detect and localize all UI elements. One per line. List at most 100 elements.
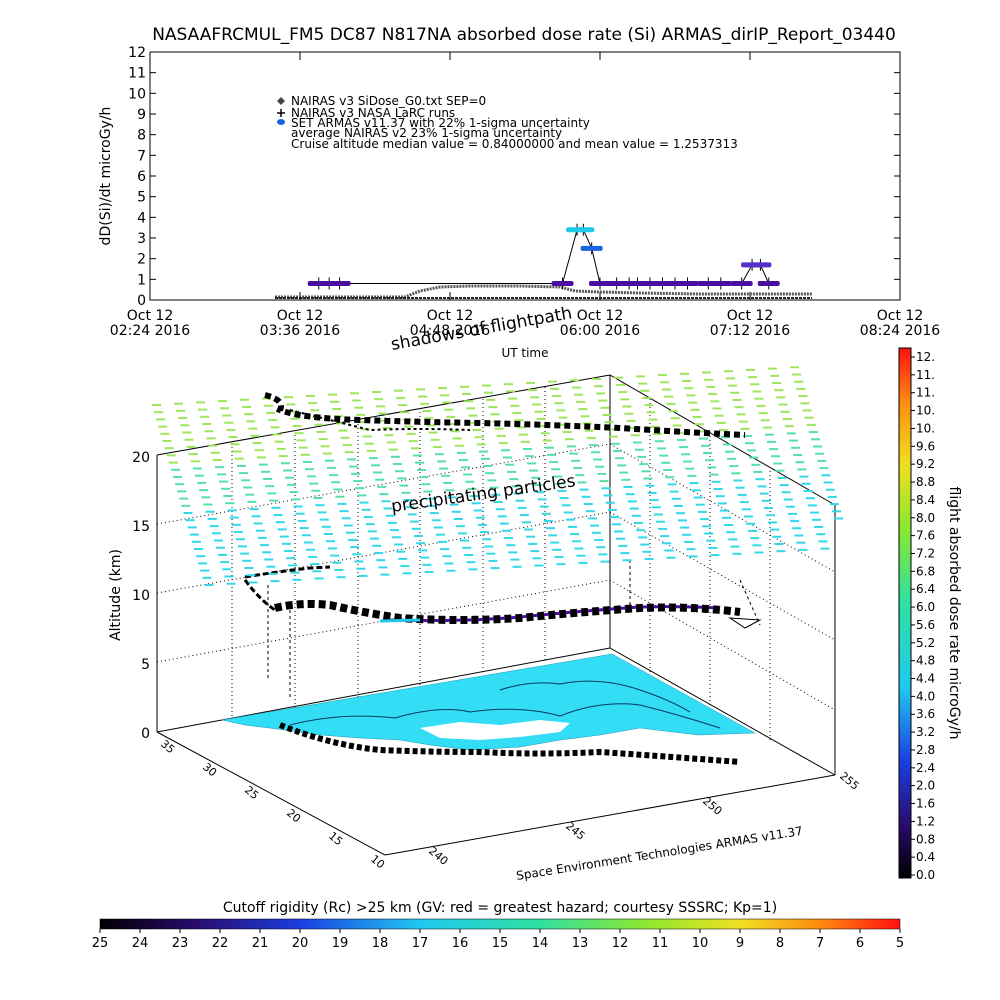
x-tick-label: 03:36 2016	[260, 323, 341, 339]
colorbar-tick-label: 25	[92, 936, 109, 951]
legend-item-nairas-v3: NAIRAS v3 SiDose_G0.txt SEP=0	[277, 94, 486, 108]
x-tick-label: 04:48 2016	[410, 323, 491, 339]
colorbar-tick-label: 11.	[916, 368, 935, 382]
plus-marker-icon	[277, 109, 285, 117]
colorbar-tick-label: 0.4	[916, 850, 935, 864]
colorbar-tick-label: 6.8	[916, 564, 935, 578]
aircraft-marker-icon	[728, 617, 762, 629]
surface-coastline	[289, 703, 721, 729]
colorbar-tick-label: 8.8	[916, 475, 935, 489]
y-tick-label: 7	[137, 148, 146, 164]
armas-point	[730, 280, 753, 286]
colorbar-tick-label: 2.8	[916, 743, 935, 757]
top-shadow-track	[264, 392, 746, 438]
colorbar-tick-label: 22	[212, 936, 229, 951]
cutoff-rigidity-title: Cutoff rigidity (Rc) >25 km (GV: red = g…	[223, 900, 777, 916]
longitude-tick-label: 240	[426, 844, 450, 867]
flight-track-main	[274, 600, 741, 624]
y-tick-label: 0	[137, 293, 146, 309]
flight-track-black	[243, 565, 331, 612]
colorbar-tick-label: 23	[172, 936, 189, 951]
x-tick-label: 02:24 2016	[110, 323, 191, 339]
dose-rate-colorbar-ticks: 12. 11. 11. 10. 10. 9.6 9.2 8.8 8.4 8.0 7.6 7.2 6.8 6…	[911, 350, 935, 882]
legend-item-nairas-larc: NAIRAS v3 NASA LaRC runs	[277, 106, 455, 120]
surface-map	[221, 653, 756, 765]
altitude-ticks: 0 5 10 15 20	[132, 450, 150, 742]
nairas-model-trace	[275, 284, 812, 299]
colorbar-tick-label: 17	[412, 936, 429, 951]
timeseries-legend: NAIRAS v3 SiDose_G0.txt SEP=0 NAIRAS v3 …	[277, 94, 738, 151]
three-d-box	[156, 374, 836, 856]
colorbar-tick-label: 11.	[916, 386, 935, 400]
latitude-tick-label: 35	[158, 737, 177, 756]
colorbar-tick-label: 16	[452, 936, 469, 951]
flight-track-cyan	[379, 618, 421, 623]
x-tick-label: Oct 12	[127, 308, 173, 324]
colorbar-tick-label: 12	[612, 936, 629, 951]
colorbar-tick-label: 19	[332, 936, 349, 951]
particle-layer	[152, 366, 844, 586]
y-tick-label: 4	[137, 210, 146, 226]
armas-point	[749, 262, 772, 268]
colorbar-tick-label: 8	[776, 936, 784, 951]
dose-rate-colorbar: 12. 11. 11. 10. 10. 9.6 9.2 8.8 8.4 8.0 7.6 7.2 6.8 6…	[898, 347, 962, 882]
armas-point	[580, 245, 603, 251]
armas-point	[676, 280, 699, 286]
three-d-plot: shadows of flightpath precipitating part…	[108, 303, 862, 883]
colorbar-tick-label: 0.0	[916, 868, 935, 882]
colorbar-tick-label: 2.0	[916, 779, 935, 793]
legend-label: NAIRAS v3 SiDose_G0.txt SEP=0	[291, 94, 486, 108]
colorbar-tick-label: 3.6	[916, 707, 935, 721]
armas-series	[307, 223, 780, 290]
armas-point	[328, 280, 351, 286]
colorbar-tick-label: 9	[736, 936, 744, 951]
surface-shadow-track	[278, 722, 741, 765]
colorbar-tick-label: 11	[652, 936, 669, 951]
cutoff-rigidity-colorbar: Cutoff rigidity (Rc) >25 km (GV: red = g…	[92, 900, 904, 951]
legend-label: NAIRAS v3 NASA LaRC runs	[291, 106, 455, 120]
armas-point	[757, 280, 780, 286]
dot-marker-icon	[277, 119, 285, 125]
y-tick-label: 9	[137, 107, 146, 123]
x-tick-label: Oct 12	[277, 308, 323, 324]
altitude-label: Altitude (km)	[108, 549, 124, 641]
colorbar-tick-label: 10	[692, 936, 709, 951]
colorbar-tick-label: 4.8	[916, 654, 935, 668]
legend-item-armas: SET ARMAS v11.37 with 22% 1-sigma uncert…	[277, 116, 590, 130]
x-tick-label: Oct 12	[727, 308, 773, 324]
colorbar-tick-label: 7	[816, 936, 824, 951]
armas-point	[572, 227, 595, 233]
x-tick-label: 08:24 2016	[860, 323, 941, 339]
armas-point	[709, 280, 732, 286]
longitude-tick-label: 255	[837, 769, 861, 792]
colorbar-tick-label: 18	[372, 936, 389, 951]
colorbar-tick-label: 7.6	[916, 529, 935, 543]
x-tick-label: 06:00 2016	[560, 323, 641, 339]
colorbar-tick-label: 5.6	[916, 618, 935, 632]
colorbar-tick-label: 6	[856, 936, 864, 951]
y-tick-label: 1	[137, 272, 146, 288]
armas-line	[318, 229, 770, 284]
colorbar-tick-label: 15	[492, 936, 509, 951]
flight-dropline	[267, 560, 761, 700]
legend-label: SET ARMAS v11.37 with 22% 1-sigma uncert…	[291, 116, 590, 130]
armas-point	[551, 280, 574, 286]
colorbar-tick-label: 8.0	[916, 511, 935, 525]
dose-rate-colorbar-label: flight absorbed dose rate microGy/h	[946, 487, 962, 740]
dose-rate-colorbar-bar	[898, 347, 912, 879]
altitude-tick-label: 0	[141, 726, 150, 742]
cutoff-rigidity-ticks: 25 24 23 22 21 20 19 18 17 16 15 14 13 12 11 10 9 8 7 6 5	[92, 929, 904, 951]
diamond-marker-icon	[277, 97, 285, 105]
timeseries-xlabel: UT time	[501, 346, 548, 360]
colorbar-tick-label: 7.2	[916, 546, 935, 560]
legend-label: average NAIRAS v2 23% 1-sigma uncertaint…	[291, 126, 562, 140]
colorbar-tick-label: 13	[572, 936, 589, 951]
colorbar-tick-label: 1.2	[916, 814, 935, 828]
y-tick-label: 3	[137, 231, 146, 247]
y-tick-label: 10	[128, 86, 146, 102]
